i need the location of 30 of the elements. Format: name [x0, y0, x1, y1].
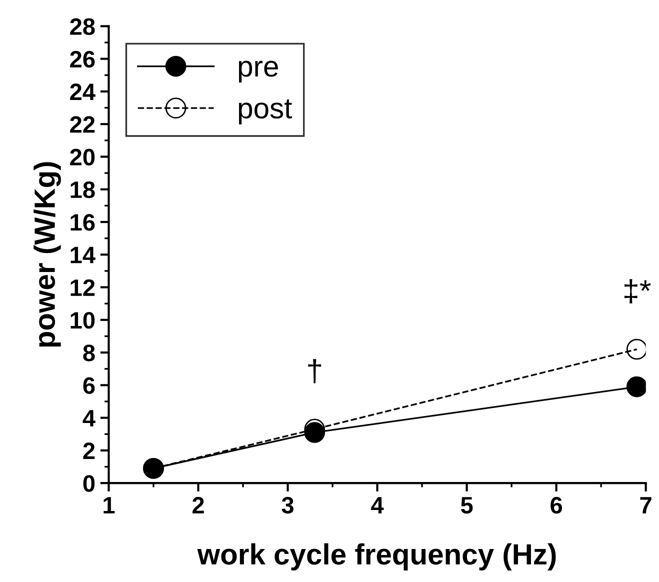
point [626, 338, 646, 360]
y-axis-title: power (W/Kg) [34, 162, 61, 347]
y-tick-label: 26 [70, 50, 95, 68]
y-tick-label: 20 [70, 148, 95, 166]
x-tick-label: 6 [550, 496, 562, 514]
x-tick-label: 2 [192, 496, 204, 514]
legend-label: pre [238, 60, 278, 83]
x-axis-title: work cycle frequency (Hz) [197, 543, 556, 570]
annotation: ‡* [624, 279, 651, 304]
y-tick-label: 0 [83, 475, 95, 492]
x-tick-label: 4 [371, 497, 384, 514]
y-tick-label: 24 [70, 84, 96, 100]
x-tick-label: 7 [640, 497, 652, 514]
y-tick-label: 18 [70, 181, 95, 198]
y-tick-label: 16 [70, 214, 95, 231]
x-tick-label: 5 [460, 497, 473, 514]
annotation: † [308, 359, 322, 384]
y-tick-label: 6 [83, 377, 95, 394]
x-tick-label: 3 [282, 496, 294, 514]
y-tick-label: 28 [70, 18, 95, 35]
y-tick-label: 2 [83, 442, 95, 459]
y-tick-label: 10 [70, 312, 95, 329]
x-tick-label: 1 [104, 497, 115, 514]
point [626, 376, 646, 398]
y-tick-label: 8 [83, 344, 95, 362]
y-tick-label: 12 [70, 279, 95, 296]
legend-label: post [238, 99, 292, 124]
y-tick-label: 14 [70, 246, 96, 264]
y-tick-label: 22 [70, 116, 95, 133]
y-tick-label: 4 [82, 410, 96, 426]
